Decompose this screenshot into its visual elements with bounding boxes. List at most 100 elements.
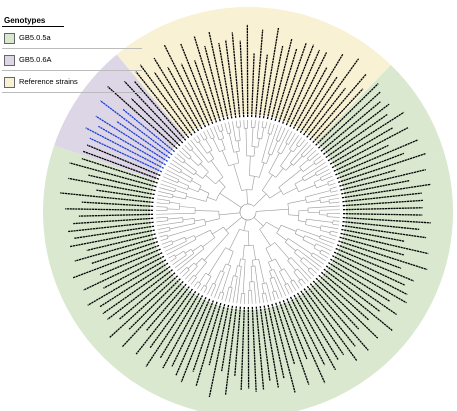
branch-arc bbox=[285, 238, 289, 243]
branch-arc bbox=[208, 158, 215, 163]
leaf-label bbox=[336, 152, 405, 180]
branch-arc bbox=[276, 225, 282, 234]
leaf-label bbox=[107, 269, 173, 320]
branch-arc bbox=[193, 171, 197, 176]
branch bbox=[218, 212, 241, 216]
branch bbox=[321, 175, 333, 182]
branch bbox=[200, 163, 209, 173]
branch bbox=[266, 154, 271, 164]
branch bbox=[257, 138, 260, 148]
branch bbox=[237, 140, 240, 152]
branch bbox=[210, 284, 217, 297]
branch bbox=[193, 281, 199, 287]
leaf-label bbox=[271, 303, 296, 393]
leaf-label bbox=[240, 306, 246, 390]
leaf-label bbox=[303, 58, 360, 136]
branch bbox=[315, 158, 324, 165]
branch bbox=[296, 228, 321, 238]
branch bbox=[299, 159, 309, 168]
branch bbox=[158, 230, 171, 234]
branch bbox=[228, 122, 232, 133]
leaf-label bbox=[234, 306, 242, 376]
leaf-label bbox=[180, 300, 214, 383]
leaf-label bbox=[167, 66, 203, 130]
branch bbox=[298, 184, 316, 193]
branch-arc bbox=[290, 162, 294, 166]
leaf-label bbox=[315, 277, 379, 339]
branch bbox=[296, 137, 303, 146]
leaf-label bbox=[289, 52, 328, 128]
branch bbox=[302, 239, 316, 247]
leaf-label bbox=[69, 229, 155, 248]
branch bbox=[179, 206, 196, 209]
branch bbox=[242, 245, 245, 260]
branch bbox=[169, 162, 182, 171]
leaf-label bbox=[293, 294, 337, 371]
branch bbox=[183, 161, 197, 172]
leaf-labels bbox=[60, 24, 431, 398]
leaf-label-highlighted bbox=[85, 127, 164, 169]
leaf-label bbox=[225, 39, 237, 118]
branch bbox=[287, 260, 296, 271]
leaf-label bbox=[262, 27, 280, 119]
leaf-label bbox=[303, 288, 358, 361]
branch bbox=[302, 162, 315, 172]
branch bbox=[315, 165, 328, 174]
branch bbox=[156, 220, 168, 223]
branch bbox=[329, 186, 337, 190]
branch bbox=[172, 159, 195, 176]
branch bbox=[250, 266, 253, 282]
leaf-label bbox=[69, 162, 157, 188]
leaf-label bbox=[309, 283, 369, 351]
branch bbox=[265, 248, 273, 261]
branch bbox=[189, 157, 199, 166]
branch bbox=[220, 123, 224, 131]
branch-arc bbox=[239, 204, 251, 221]
branch bbox=[290, 281, 297, 291]
leaf-label-highlighted bbox=[98, 125, 166, 166]
branch bbox=[228, 133, 235, 153]
branch bbox=[156, 221, 184, 227]
leaf-label bbox=[286, 298, 326, 384]
branch bbox=[205, 276, 212, 287]
branch bbox=[312, 252, 327, 262]
branch-arc bbox=[174, 188, 176, 192]
branch bbox=[161, 179, 188, 190]
branch bbox=[267, 122, 271, 134]
branch bbox=[261, 283, 265, 294]
legend-label-gb5-0-6a: GB5.0.6A bbox=[19, 55, 52, 64]
branch-arc bbox=[287, 257, 292, 261]
branch bbox=[178, 180, 189, 187]
leaf-label bbox=[96, 189, 155, 200]
leaf-label bbox=[73, 225, 155, 239]
leaf-label bbox=[145, 290, 197, 367]
branch bbox=[305, 224, 321, 229]
branch bbox=[251, 127, 254, 147]
branch-arc bbox=[305, 196, 307, 203]
branch-arc bbox=[261, 161, 267, 164]
leaf-label bbox=[259, 306, 271, 382]
branch-arc bbox=[305, 219, 307, 225]
branch-arc bbox=[257, 137, 262, 140]
leaf-label bbox=[99, 262, 169, 308]
leaf-label bbox=[88, 174, 156, 192]
branch bbox=[172, 195, 186, 200]
branch bbox=[242, 259, 246, 294]
branch-arc bbox=[205, 272, 212, 277]
branch bbox=[208, 247, 226, 275]
branch bbox=[240, 293, 242, 304]
branch-arc bbox=[269, 276, 275, 279]
leaf-label bbox=[221, 305, 234, 372]
leaf-label bbox=[296, 53, 344, 131]
leaf-label bbox=[327, 111, 405, 162]
branch-arc bbox=[276, 139, 280, 142]
branch-arc bbox=[267, 133, 272, 135]
branch bbox=[224, 122, 228, 134]
legend-swatch-reference-strains bbox=[4, 77, 15, 88]
leaf-label bbox=[275, 302, 296, 365]
branch bbox=[207, 197, 217, 201]
tree-branches bbox=[156, 119, 340, 305]
branch bbox=[253, 193, 267, 207]
leaf-label bbox=[342, 207, 423, 211]
branch bbox=[297, 248, 322, 268]
